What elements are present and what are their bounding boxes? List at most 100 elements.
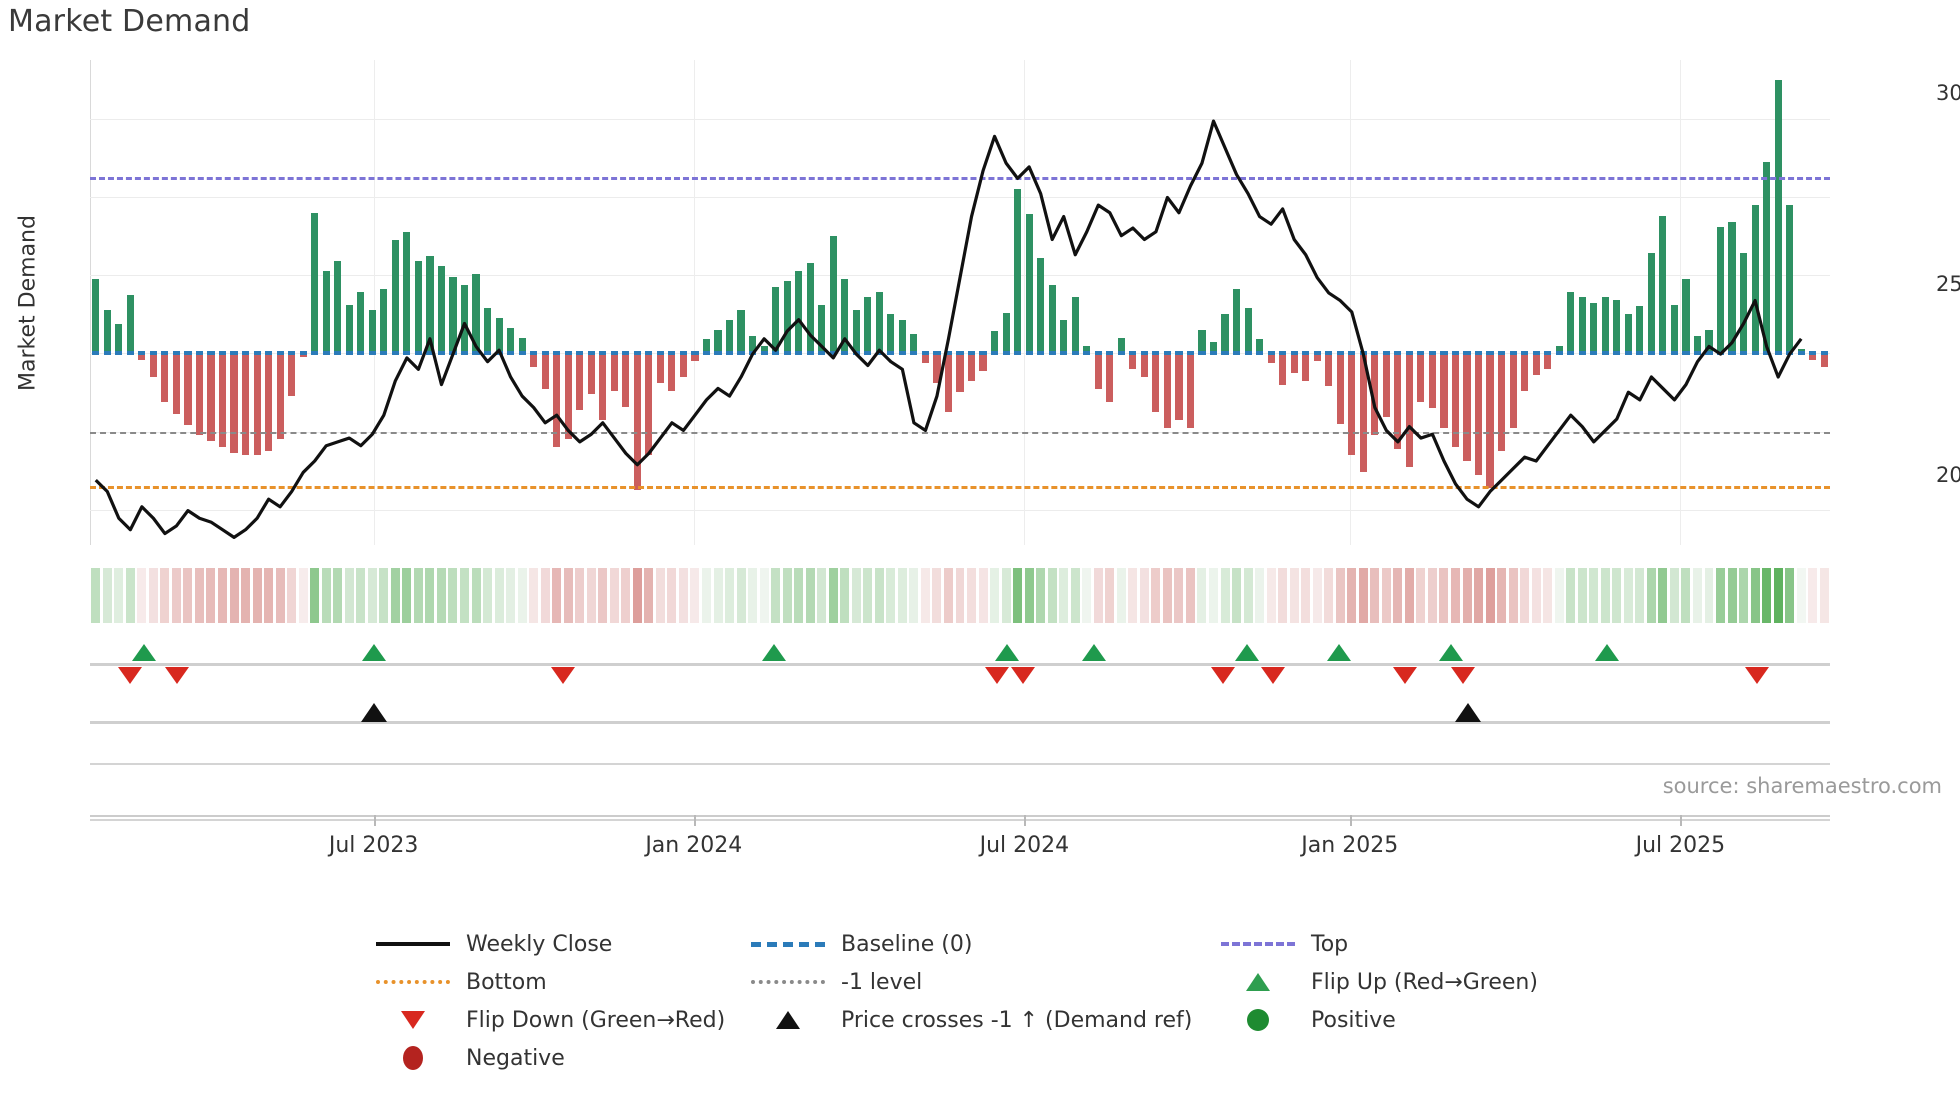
- demand-bar: [1094, 353, 1102, 389]
- demand-bar: [1532, 353, 1540, 376]
- demand-bar: [207, 353, 215, 441]
- legend-item-label: Bottom: [466, 969, 547, 995]
- demand-bar: [990, 331, 999, 354]
- heat-cell: [920, 568, 930, 623]
- left-axis-line: [90, 60, 91, 545]
- legend-key-glyph: [1221, 942, 1295, 946]
- demand-bar: [967, 353, 976, 381]
- baseline-cap: [1751, 351, 1759, 356]
- vertical-gridline: [1680, 60, 1682, 545]
- demand-bar: [795, 271, 803, 354]
- legend-item[interactable]: Price crosses -1 ↑ (Demand ref): [745, 1001, 1215, 1039]
- baseline-cap: [207, 351, 215, 356]
- demand-bar: [818, 304, 826, 354]
- legend-item[interactable]: Flip Down (Green→Red): [370, 1001, 745, 1039]
- baseline-cap: [1474, 351, 1483, 356]
- demand-bar: [1474, 353, 1483, 475]
- x-axis-tick: [693, 815, 696, 826]
- heat-cell: [1116, 568, 1126, 623]
- flip-down-marker: [551, 667, 576, 684]
- heat-cell: [1681, 568, 1691, 623]
- heat-cell: [817, 568, 827, 623]
- heat-cell: [264, 568, 274, 623]
- demand-bar: [1705, 329, 1713, 354]
- demand-bar: [1601, 297, 1609, 354]
- demand-bar: [1716, 226, 1725, 354]
- heat-cell: [367, 568, 377, 623]
- legend-item[interactable]: Flip Up (Red→Green): [1215, 963, 1650, 1001]
- baseline-cap: [772, 351, 780, 356]
- flip-up-marker: [1327, 644, 1352, 661]
- demand-bar: [1209, 341, 1218, 354]
- demand-bar: [161, 353, 169, 402]
- heat-cell: [1773, 568, 1783, 623]
- source-note: source: sharemaestro.com: [1662, 774, 1942, 798]
- heat-cell: [1312, 568, 1322, 623]
- heat-cell: [886, 568, 896, 623]
- legend-item[interactable]: Bottom: [370, 963, 745, 1001]
- heat-cell: [1289, 568, 1299, 623]
- heat-cell: [1324, 568, 1334, 623]
- demand-bar: [1129, 353, 1137, 369]
- flip-down-marker: [1393, 667, 1418, 684]
- baseline-cap: [103, 351, 111, 356]
- heat-cell: [701, 568, 711, 623]
- baseline-cap: [345, 351, 353, 356]
- legend-column: Weekly Close Bottom Flip Down (Green→Red) N…: [370, 925, 745, 1077]
- baseline-cap: [138, 351, 146, 356]
- baseline-cap: [1002, 351, 1010, 356]
- heat-cell: [1278, 568, 1288, 623]
- demand-bar: [311, 212, 319, 354]
- x-axis-tick-label: Jul 2024: [979, 833, 1070, 858]
- baseline-cap: [679, 351, 687, 356]
- baseline-cap: [564, 351, 572, 356]
- demand-bar: [656, 353, 664, 384]
- baseline-cap: [1025, 351, 1033, 356]
- demand-bar: [668, 353, 676, 391]
- heat-cell: [1589, 568, 1599, 623]
- heat-cell: [655, 568, 665, 623]
- legend-item[interactable]: -1 level: [745, 963, 1215, 1001]
- legend-item[interactable]: Top: [1215, 925, 1650, 963]
- baseline-cap: [691, 351, 699, 356]
- baseline-cap: [910, 351, 918, 356]
- baseline-cap: [334, 351, 342, 356]
- heat-cell: [148, 568, 158, 623]
- right-axis-tick-label: 20: [1936, 463, 1960, 488]
- demand-bar: [1198, 329, 1206, 354]
- baseline-cap: [979, 351, 987, 356]
- flip-down-marker: [1010, 667, 1035, 684]
- heat-cell: [1462, 568, 1472, 623]
- baseline-cap: [1382, 351, 1390, 356]
- demand-bar: [633, 353, 641, 491]
- heat-cell: [713, 568, 723, 623]
- heat-cell: [1427, 568, 1437, 623]
- demand-bar: [1267, 353, 1275, 363]
- gray-dotted-line-icon: [745, 980, 831, 984]
- heat-cell: [1508, 568, 1518, 623]
- heat-cell: [494, 568, 504, 623]
- baseline-cap: [1567, 351, 1575, 356]
- heat-cell: [540, 568, 550, 623]
- demand-bar: [1140, 353, 1148, 377]
- heat-cell: [1554, 568, 1564, 623]
- legend-item[interactable]: Weekly Close: [370, 925, 745, 963]
- legend-item[interactable]: Positive: [1215, 1001, 1650, 1039]
- marker-rows: [90, 625, 1830, 735]
- orange-dotted-line-icon: [370, 980, 456, 984]
- heat-cell: [218, 568, 227, 623]
- demand-bar: [749, 336, 757, 354]
- legend-item[interactable]: Negative: [370, 1039, 745, 1077]
- heat-cell: [1623, 568, 1633, 623]
- legend-key-glyph: [401, 1011, 425, 1029]
- demand-bar: [714, 329, 722, 354]
- demand-bar: [1567, 292, 1575, 354]
- baseline-cap: [1440, 351, 1448, 356]
- baseline-cap: [184, 351, 192, 356]
- demand-bar: [1152, 353, 1160, 412]
- baseline-cap: [725, 351, 734, 356]
- heat-cell: [805, 568, 815, 623]
- demand-bar: [610, 353, 618, 391]
- legend-item[interactable]: Baseline (0): [745, 925, 1215, 963]
